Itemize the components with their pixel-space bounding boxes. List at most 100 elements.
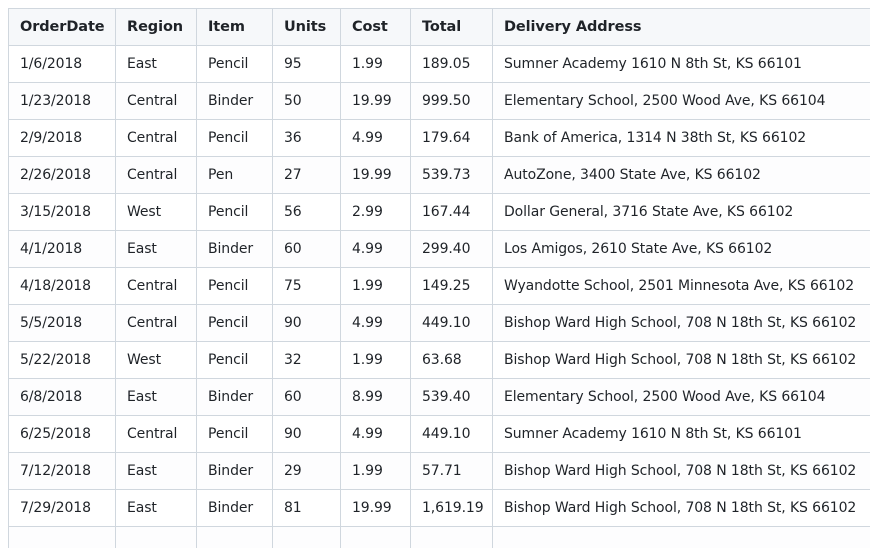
cell-item: Binder — [197, 231, 273, 268]
cell-delivery-address: Bishop Ward High School, 708 N 18th St, … — [493, 305, 871, 342]
table-container: OrderDate Region Item Units Cost Total D… — [8, 8, 870, 548]
cell-units — [273, 527, 341, 548]
cell-item: Binder — [197, 83, 273, 120]
cell-orderdate: 7/12/2018 — [9, 453, 116, 490]
cell-total: 449.10 — [411, 416, 493, 453]
header-region: Region — [116, 9, 197, 46]
cell-cost: 4.99 — [341, 231, 411, 268]
cell-units: 75 — [273, 268, 341, 305]
cell-item — [197, 527, 273, 548]
cell-units: 60 — [273, 231, 341, 268]
cell-cost: 19.99 — [341, 490, 411, 527]
cell-region: Central — [116, 157, 197, 194]
cell-region: Central — [116, 268, 197, 305]
header-row: OrderDate Region Item Units Cost Total D… — [9, 9, 871, 46]
header-units: Units — [273, 9, 341, 46]
cell-delivery-address: Wyandotte School, 2501 Minnesota Ave, KS… — [493, 268, 871, 305]
cell-item: Binder — [197, 490, 273, 527]
cell-orderdate: 1/6/2018 — [9, 46, 116, 83]
cell-item: Pencil — [197, 194, 273, 231]
header-orderdate: OrderDate — [9, 9, 116, 46]
cell-orderdate: 1/23/2018 — [9, 83, 116, 120]
cell-item: Pencil — [197, 268, 273, 305]
cell-cost: 1.99 — [341, 46, 411, 83]
cell-delivery-address: Sumner Academy 1610 N 8th St, KS 66101 — [493, 46, 871, 83]
cell-delivery-address: Bishop Ward High School, 708 N 18th St, … — [493, 453, 871, 490]
cell-total: 167.44 — [411, 194, 493, 231]
cell-region: Central — [116, 120, 197, 157]
cell-cost: 19.99 — [341, 157, 411, 194]
cell-delivery-address: Los Amigos, 2610 State Ave, KS 66102 — [493, 231, 871, 268]
cell-item: Pen — [197, 157, 273, 194]
cell-units: 95 — [273, 46, 341, 83]
header-delivery-address: Delivery Address — [493, 9, 871, 46]
cell-orderdate: 3/15/2018 — [9, 194, 116, 231]
cell-total: 179.64 — [411, 120, 493, 157]
cell-item: Pencil — [197, 46, 273, 83]
cell-item: Pencil — [197, 416, 273, 453]
cell-region: Central — [116, 416, 197, 453]
cell-units: 27 — [273, 157, 341, 194]
cell-orderdate: 4/1/2018 — [9, 231, 116, 268]
cell-item: Pencil — [197, 120, 273, 157]
cell-cost: 8.99 — [341, 379, 411, 416]
cell-total: 57.71 — [411, 453, 493, 490]
cell-orderdate: 4/18/2018 — [9, 268, 116, 305]
cell-units: 56 — [273, 194, 341, 231]
cell-units: 60 — [273, 379, 341, 416]
cell-units: 81 — [273, 490, 341, 527]
cell-delivery-address — [493, 527, 871, 548]
cell-units: 50 — [273, 83, 341, 120]
cell-region: East — [116, 379, 197, 416]
cell-units: 29 — [273, 453, 341, 490]
cell-total — [411, 527, 493, 548]
cell-cost: 1.99 — [341, 268, 411, 305]
cell-orderdate: 2/9/2018 — [9, 120, 116, 157]
cell-cost: 4.99 — [341, 416, 411, 453]
cell-total: 1,619.19 — [411, 490, 493, 527]
cell-orderdate: 6/25/2018 — [9, 416, 116, 453]
header-total: Total — [411, 9, 493, 46]
cell-units: 32 — [273, 342, 341, 379]
cell-orderdate — [9, 527, 116, 548]
cell-region: Central — [116, 83, 197, 120]
cell-delivery-address: Elementary School, 2500 Wood Ave, KS 661… — [493, 83, 871, 120]
cell-region: West — [116, 342, 197, 379]
cell-region: East — [116, 231, 197, 268]
cell-delivery-address: Dollar General, 3716 State Ave, KS 66102 — [493, 194, 871, 231]
cell-total: 299.40 — [411, 231, 493, 268]
table-row — [9, 527, 871, 548]
cell-orderdate: 2/26/2018 — [9, 157, 116, 194]
cell-cost — [341, 527, 411, 548]
cell-region: Central — [116, 305, 197, 342]
cell-units: 90 — [273, 416, 341, 453]
cell-region: East — [116, 490, 197, 527]
cell-total: 999.50 — [411, 83, 493, 120]
cell-cost: 1.99 — [341, 453, 411, 490]
cell-units: 36 — [273, 120, 341, 157]
cell-cost: 2.99 — [341, 194, 411, 231]
cell-region: East — [116, 453, 197, 490]
cell-orderdate: 6/8/2018 — [9, 379, 116, 416]
cell-item: Pencil — [197, 342, 273, 379]
cell-cost: 1.99 — [341, 342, 411, 379]
cell-orderdate: 7/29/2018 — [9, 490, 116, 527]
cell-total: 63.68 — [411, 342, 493, 379]
cell-delivery-address: Elementary School, 2500 Wood Ave, KS 661… — [493, 379, 871, 416]
cell-orderdate: 5/22/2018 — [9, 342, 116, 379]
header-cost: Cost — [341, 9, 411, 46]
cell-item: Binder — [197, 379, 273, 416]
header-item: Item — [197, 9, 273, 46]
